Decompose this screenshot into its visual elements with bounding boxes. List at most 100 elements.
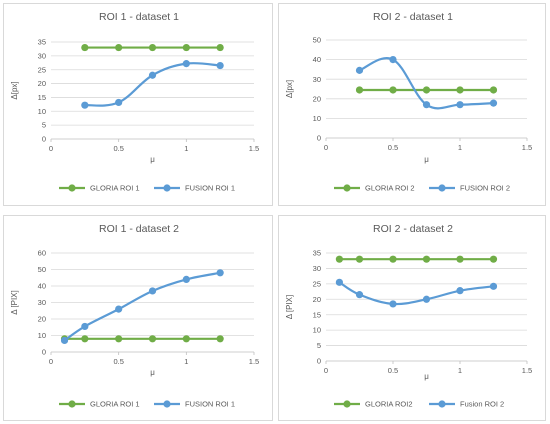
legend-swatch-marker: [68, 184, 76, 192]
chart-title: ROI 2 - dataset 2: [373, 223, 453, 235]
data-point: [182, 335, 190, 343]
x-tick-label: 0.5: [388, 143, 398, 152]
y-tick-label: 35: [38, 38, 46, 47]
series-line: [359, 57, 494, 110]
x-axis-label: μ: [150, 368, 155, 377]
y-tick-label: 10: [38, 331, 46, 340]
chart-svg: ROI 1 - dataset 2 0 10 20 30 40 50 60 0 0.5 1 1.5 μ Δ…: [10, 223, 259, 409]
data-point: [456, 255, 464, 263]
x-tick-label: 1.5: [249, 144, 259, 153]
data-point: [456, 287, 464, 295]
data-point: [355, 255, 364, 263]
y-tick-label: 0: [317, 357, 321, 366]
data-point: [389, 300, 397, 308]
data-point: [355, 291, 364, 299]
legend-swatch-marker: [343, 400, 351, 408]
y-tick-label: 20: [313, 94, 321, 103]
y-tick-label: 5: [317, 341, 321, 350]
chart-panel-roi1-dataset1: ROI 1 - dataset 1 0 5 10 15 20 25 30 35 0 0.5 1 1.5 μ…: [3, 3, 273, 206]
y-tick-label: 20: [38, 79, 46, 88]
data-point: [115, 43, 123, 52]
data-point: [489, 282, 498, 290]
x-tick-label: 0: [324, 143, 328, 152]
data-point: [115, 305, 123, 313]
y-axis-label: Δ[px]: [10, 81, 19, 99]
data-point: [355, 86, 364, 94]
legend-swatch-marker: [68, 400, 76, 408]
data-point: [148, 335, 157, 343]
y-tick-label: 30: [313, 264, 321, 273]
chart-panel-roi2-dataset1: ROI 2 - dataset 1 0 10 20 30 40 50 0 0.5 1 1.5 μ Δ[p…: [278, 3, 546, 206]
y-tick-label: 20: [313, 295, 321, 304]
y-axis-label: Δ[px]: [285, 80, 294, 98]
data-point: [115, 335, 123, 343]
x-axis-label: μ: [424, 372, 429, 381]
data-point: [216, 61, 224, 70]
y-tick-label: 15: [313, 310, 321, 319]
y-tick-label: 50: [38, 265, 46, 274]
data-point: [81, 101, 89, 109]
legend-label: FUSION ROI 1: [185, 400, 235, 409]
data-point: [489, 255, 498, 263]
x-tick-label: 1: [184, 144, 188, 153]
data-point: [489, 86, 498, 94]
y-tick-label: 15: [38, 93, 46, 102]
data-point: [81, 335, 89, 343]
data-point: [60, 336, 69, 345]
x-tick-label: 1.5: [522, 143, 532, 152]
x-tick-label: 1: [458, 143, 462, 152]
data-point: [456, 101, 464, 109]
legend-label: Fusion ROI 2: [460, 400, 504, 409]
legend-label: GLORIA ROI2: [365, 400, 413, 409]
x-tick-label: 0: [49, 357, 53, 366]
data-point: [422, 255, 431, 263]
x-tick-label: 1: [184, 357, 188, 366]
y-tick-label: 0: [42, 135, 46, 144]
y-tick-label: 20: [38, 315, 46, 324]
y-tick-label: 0: [317, 134, 321, 143]
x-axis-label: μ: [424, 155, 429, 164]
x-tick-label: 0: [49, 144, 53, 153]
data-point: [115, 98, 123, 107]
data-point: [182, 275, 190, 283]
x-tick-label: 0.5: [113, 144, 123, 153]
y-tick-label: 25: [313, 279, 321, 288]
legend-label: GLORIA ROI 1: [90, 184, 140, 193]
legend-swatch-marker: [343, 184, 351, 192]
y-tick-label: 5: [42, 121, 46, 130]
y-tick-label: 10: [38, 107, 46, 116]
chart-panel-roi1-dataset2: ROI 1 - dataset 2 0 10 20 30 40 50 60 0 0.5 1 1.5 μ Δ…: [3, 215, 273, 421]
x-tick-label: 1: [458, 366, 462, 375]
legend-label: GLORIA ROI 1: [90, 400, 140, 409]
x-tick-label: 0: [324, 366, 328, 375]
data-point: [148, 71, 157, 79]
legend-swatch-marker: [163, 184, 171, 192]
data-point: [148, 43, 157, 52]
data-point: [182, 43, 190, 52]
y-tick-label: 0: [42, 348, 46, 357]
chart-svg: ROI 2 - dataset 1 0 10 20 30 40 50 0 0.5 1 1.5 μ Δ[p…: [285, 11, 532, 193]
data-point: [216, 335, 224, 343]
legend-swatch-marker: [438, 400, 446, 408]
x-tick-label: 0.5: [388, 366, 398, 375]
data-point: [216, 269, 224, 277]
data-point: [81, 322, 89, 331]
legend-label: GLORIA ROI 2: [365, 184, 415, 193]
y-tick-label: 50: [313, 36, 321, 45]
chart-title: ROI 1 - dataset 2: [99, 223, 179, 235]
y-tick-label: 35: [313, 249, 321, 258]
x-tick-label: 0.5: [113, 357, 123, 366]
data-point: [355, 66, 364, 74]
y-tick-label: 10: [313, 326, 321, 335]
data-point: [422, 86, 431, 94]
data-point: [489, 99, 498, 107]
data-point: [389, 56, 397, 64]
data-point: [182, 60, 190, 68]
data-point: [335, 278, 343, 286]
chart-title: ROI 2 - dataset 1: [373, 11, 453, 23]
legend-swatch-marker: [163, 400, 171, 408]
x-tick-label: 1.5: [249, 357, 259, 366]
data-point: [422, 295, 431, 303]
chart-svg: ROI 2 - dataset 2 0 5 10 15 20 25 30 35 0 0.5 1 1.5 μ…: [285, 223, 532, 409]
chart-svg: ROI 1 - dataset 1 0 5 10 15 20 25 30 35 0 0.5 1 1.5 μ…: [10, 11, 259, 193]
